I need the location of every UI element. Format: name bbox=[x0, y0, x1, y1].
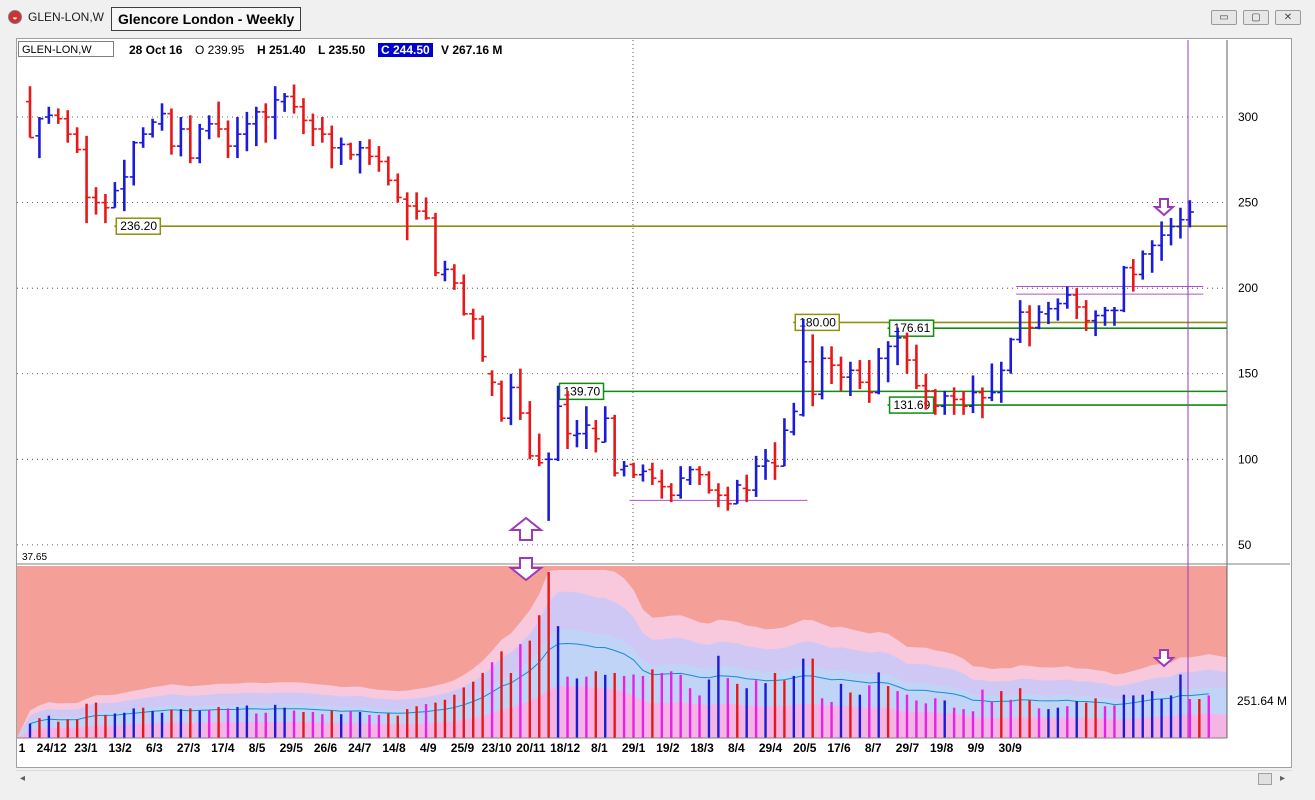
x-tick-label: 8/1 bbox=[591, 741, 608, 755]
x-tick-label: 1 bbox=[19, 741, 26, 755]
level-label-box bbox=[888, 396, 935, 414]
info-close: C 244.50 bbox=[378, 43, 433, 57]
x-tick-label: 8/7 bbox=[865, 741, 882, 755]
x-tick-label: 13/2 bbox=[108, 741, 132, 755]
info-low: L 235.50 bbox=[318, 43, 366, 57]
price-corner-label: 37.65 bbox=[22, 552, 47, 563]
y-tick-label: 100 bbox=[1238, 452, 1258, 466]
x-tick-label: 19/8 bbox=[930, 741, 954, 755]
y-tick-label: 200 bbox=[1238, 281, 1258, 295]
close-button[interactable]: ✕ bbox=[1275, 10, 1301, 25]
x-tick-label: 17/6 bbox=[827, 741, 851, 755]
level-label: 131.69 bbox=[894, 398, 931, 412]
x-tick-label: 29/7 bbox=[896, 741, 920, 755]
x-tick-label: 4/9 bbox=[420, 741, 437, 755]
y-tick-label: 250 bbox=[1238, 196, 1258, 210]
volume-peak-arrow-icon bbox=[508, 557, 544, 582]
chart-app-icon[interactable]: ◒ bbox=[8, 10, 22, 24]
minimize-icon: ▭ bbox=[1219, 12, 1229, 23]
x-tick-label: 25/9 bbox=[451, 741, 475, 755]
horizontal-scrollbar[interactable]: ◂ ▸ bbox=[16, 770, 1292, 788]
y-tick-label: 150 bbox=[1238, 367, 1258, 381]
x-tick-label: 8/4 bbox=[728, 741, 745, 755]
x-tick-label: 9/9 bbox=[968, 741, 985, 755]
x-tick-label: 26/6 bbox=[314, 741, 338, 755]
x-tick-label: 29/1 bbox=[622, 741, 646, 755]
x-tick-label: 6/3 bbox=[146, 741, 163, 755]
info-open: O 239.95 bbox=[195, 43, 245, 57]
x-tick-label: 20/11 bbox=[516, 741, 546, 755]
x-tick-label: 14/8 bbox=[382, 741, 406, 755]
restore-icon: ▢ bbox=[1251, 12, 1261, 23]
x-tick-label: 30/9 bbox=[998, 741, 1022, 755]
restore-button[interactable]: ▢ bbox=[1243, 10, 1269, 25]
vertical-scrollbar[interactable] bbox=[1296, 38, 1313, 768]
price-high-arrow-icon bbox=[1152, 198, 1176, 217]
volume-value-label: 251.64 M bbox=[1237, 694, 1287, 708]
close-icon: ✕ bbox=[1283, 12, 1293, 23]
level-label-box bbox=[794, 313, 841, 332]
x-tick-label: 29/5 bbox=[280, 741, 304, 755]
info-volume: V 267.16 M bbox=[441, 43, 503, 57]
level-label-box bbox=[888, 319, 935, 337]
scroll-left-icon[interactable]: ◂ bbox=[20, 773, 26, 784]
window-code: GLEN-LON,W bbox=[28, 10, 105, 24]
x-tick-label: 18/12 bbox=[550, 741, 580, 755]
window-title: Glencore London - Weekly bbox=[111, 7, 302, 31]
level-label-box bbox=[115, 217, 162, 235]
info-high: H 251.40 bbox=[257, 43, 306, 57]
x-tick-label: 29/4 bbox=[759, 741, 783, 755]
minimize-button[interactable]: ▭ bbox=[1211, 10, 1237, 25]
x-tick-label: 17/4 bbox=[211, 741, 235, 755]
low-up-arrow-icon bbox=[508, 516, 544, 541]
x-tick-label: 23/1 bbox=[74, 741, 98, 755]
level-label: 180.00 bbox=[799, 315, 836, 329]
x-tick-label: 24/12 bbox=[37, 741, 67, 755]
x-tick-label: 8/5 bbox=[249, 741, 266, 755]
y-tick-label: 300 bbox=[1238, 110, 1258, 124]
volume-high-arrow-icon bbox=[1152, 649, 1176, 668]
x-tick-label: 19/2 bbox=[656, 741, 680, 755]
level-label: 236.20 bbox=[120, 219, 157, 233]
scroll-right-icon[interactable]: ▸ bbox=[1280, 773, 1286, 784]
info-date: 28 Oct 16 bbox=[129, 43, 183, 57]
scroll-thumb[interactable] bbox=[1258, 773, 1272, 785]
title-bar: ◒ GLEN-LON,W Glencore London - Weekly ▭ … bbox=[0, 0, 1315, 37]
status-bar bbox=[0, 789, 1315, 800]
level-label: 139.70 bbox=[564, 384, 601, 398]
level-label-box bbox=[558, 382, 605, 401]
x-tick-label: 24/7 bbox=[348, 741, 372, 755]
level-label: 176.61 bbox=[894, 321, 931, 335]
y-tick-label: 50 bbox=[1238, 538, 1252, 552]
x-tick-label: 18/3 bbox=[690, 741, 714, 755]
volume-average-line bbox=[29, 642, 1209, 725]
symbol-box[interactable]: GLEN-LON,W bbox=[18, 41, 114, 57]
x-tick-label: 23/10 bbox=[482, 741, 512, 755]
volume-band-base bbox=[17, 686, 1227, 738]
volume-band-inner bbox=[17, 629, 1227, 738]
x-tick-label: 20/5 bbox=[793, 741, 817, 755]
x-tick-label: 27/3 bbox=[177, 741, 201, 755]
